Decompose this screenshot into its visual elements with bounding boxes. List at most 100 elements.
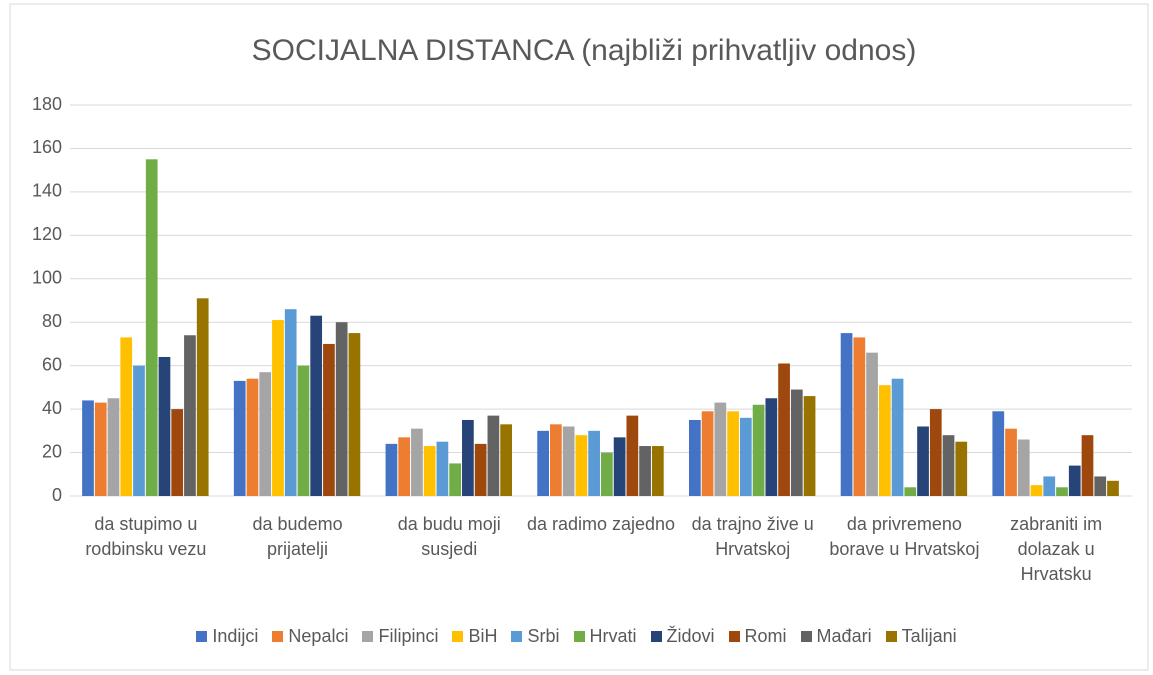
legend: Indijci Nepalci Filipinci BiH Srbi Hrvati Žido… <box>0 626 1153 647</box>
y-tick-label: 180 <box>32 94 62 114</box>
y-tick-label: 20 <box>42 441 62 461</box>
bar <box>133 365 145 496</box>
bar <box>537 430 550 496</box>
bar <box>955 441 968 496</box>
legend-item: Mađari <box>800 626 872 647</box>
bar <box>739 417 752 496</box>
bar <box>562 426 575 496</box>
legend-label: Hrvati <box>589 626 637 646</box>
bar <box>474 443 487 496</box>
bar <box>550 424 562 496</box>
bar <box>878 385 891 496</box>
legend-swatch <box>573 631 585 642</box>
bar <box>158 356 171 496</box>
legend-swatch <box>362 631 374 642</box>
legend-label: Filipinci <box>378 626 439 646</box>
legend-swatch <box>452 631 464 642</box>
bar <box>853 337 866 496</box>
bar <box>929 409 942 496</box>
bar <box>246 378 259 496</box>
chart-border <box>9 3 1149 671</box>
bar <box>626 415 639 496</box>
bar <box>184 335 196 496</box>
bar <box>688 419 701 496</box>
bar <box>259 372 272 496</box>
bar <box>1043 476 1056 496</box>
y-tick-label: 80 <box>42 311 62 331</box>
x-tick-label: zabraniti im dolazak u Hrvatsku <box>1010 514 1103 584</box>
legend-label: Židovi <box>666 626 715 646</box>
x-tick-label: da budemo prijatelji <box>252 514 343 559</box>
bar <box>651 446 664 496</box>
legend-swatch <box>511 631 523 642</box>
legend-swatch <box>885 631 897 642</box>
bar <box>335 322 348 496</box>
bar <box>284 309 297 496</box>
x-tick-label: da trajno žive u Hrvatskoj <box>691 514 814 559</box>
bar <box>588 430 600 496</box>
bar <box>310 315 323 496</box>
bar <box>992 411 1005 496</box>
legend-label: Talijani <box>901 626 957 646</box>
legend-item: BiH <box>452 626 497 647</box>
bar <box>1017 439 1030 496</box>
y-tick-label: 160 <box>32 137 62 157</box>
bar <box>411 428 423 496</box>
legend-item: Indijci <box>196 626 258 647</box>
bar <box>765 398 778 496</box>
bar <box>487 415 500 496</box>
bar <box>714 402 727 496</box>
legend-item: Židovi <box>650 626 715 647</box>
bar <box>120 337 133 496</box>
bar <box>1056 487 1068 496</box>
bar <box>752 404 765 496</box>
bar <box>1081 435 1094 496</box>
y-tick-label: 100 <box>32 268 62 288</box>
legend-label: Indijci <box>212 626 259 646</box>
bar <box>942 435 955 496</box>
bar <box>639 446 651 496</box>
bar <box>727 411 739 496</box>
chart-title: SOCIJALNA DISTANCA (najbliži prihvatljiv… <box>252 34 917 67</box>
bar <box>1107 480 1119 496</box>
bar <box>500 424 512 496</box>
legend-item: Talijani <box>885 626 957 647</box>
bar <box>891 378 904 496</box>
legend-item: Srbi <box>511 626 560 647</box>
bar <box>323 343 335 496</box>
legend-label: Romi <box>744 626 787 646</box>
bar <box>171 409 184 496</box>
x-tick-label: da privremeno borave u Hrvatskoj <box>829 514 980 559</box>
legend-swatch <box>800 631 812 642</box>
legend-item: Filipinci <box>362 626 438 647</box>
bar <box>917 426 929 496</box>
bar <box>436 441 449 496</box>
bar <box>866 352 878 496</box>
legend-label: BiH <box>468 626 498 646</box>
y-tick-label: 40 <box>42 398 62 418</box>
bar <box>82 400 94 496</box>
legend-swatch <box>272 631 284 642</box>
bar <box>778 363 790 496</box>
bar <box>575 435 588 496</box>
bar <box>803 396 816 496</box>
legend-item: Romi <box>728 626 787 647</box>
legend-label: Nepalci <box>288 626 349 646</box>
bar <box>398 437 411 496</box>
bar <box>423 446 436 496</box>
bar <box>601 452 613 496</box>
bar <box>385 443 398 496</box>
legend-swatch <box>196 631 208 642</box>
bar <box>145 159 158 497</box>
bar <box>1030 485 1043 496</box>
bar <box>348 333 361 496</box>
legend-item: Hrvati <box>573 626 637 647</box>
bar <box>701 411 714 496</box>
bar <box>790 389 803 496</box>
bar <box>233 380 246 496</box>
bar <box>449 463 462 496</box>
legend-label: Srbi <box>527 626 560 646</box>
bar <box>107 398 120 496</box>
